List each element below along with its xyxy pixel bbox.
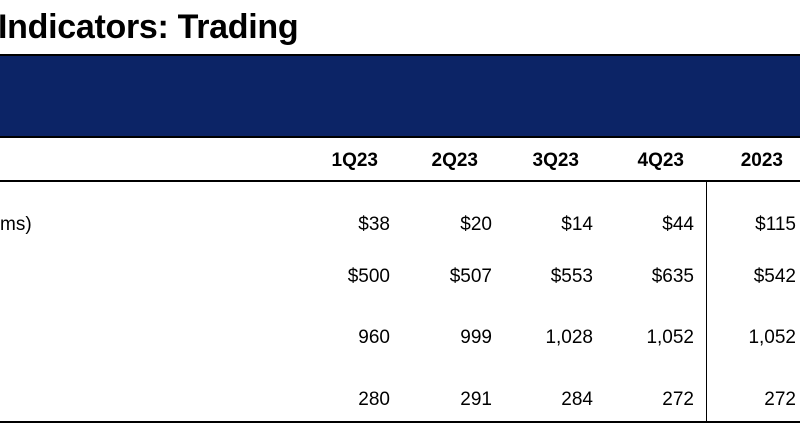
table-cell: $635 bbox=[651, 266, 694, 287]
table-cell: 1,028 bbox=[545, 327, 593, 348]
table-row: $500 $507 $553 $635 $542 bbox=[0, 266, 800, 294]
table-cell: 280 bbox=[358, 389, 390, 410]
table-row: 960 999 1,028 1,052 1,052 bbox=[0, 327, 800, 355]
table-cell: $14 bbox=[561, 214, 593, 235]
column-header-4q23: 4Q23 bbox=[637, 150, 684, 171]
table-cell: 999 bbox=[460, 327, 492, 348]
top-divider bbox=[0, 54, 800, 56]
column-header-2023: 2023 bbox=[740, 150, 783, 171]
banner-divider bbox=[0, 136, 800, 138]
table-cell: 1,052 bbox=[748, 327, 796, 348]
table-cell: $44 bbox=[662, 214, 694, 235]
table-row: 280 291 284 272 272 bbox=[0, 389, 800, 417]
table-row: ms) $38 $20 $14 $44 $115 bbox=[0, 214, 800, 242]
annual-column-divider bbox=[706, 181, 707, 421]
table-cell: 272 bbox=[764, 389, 796, 410]
bottom-divider bbox=[0, 421, 800, 423]
table-cell: 1,052 bbox=[646, 327, 694, 348]
row-label: ms) bbox=[0, 214, 32, 235]
table-cell: $553 bbox=[550, 266, 593, 287]
header-divider bbox=[0, 180, 800, 182]
page-title: Indicators: Trading bbox=[0, 8, 299, 46]
table-cell: 272 bbox=[662, 389, 694, 410]
column-header-row: 1Q23 2Q23 3Q23 4Q23 2023 bbox=[0, 150, 800, 180]
table-cell: $115 bbox=[755, 214, 796, 235]
table-cell: $500 bbox=[347, 266, 390, 287]
table-cell: $507 bbox=[449, 266, 492, 287]
column-header-2q23: 2Q23 bbox=[431, 150, 478, 171]
table-cell: 960 bbox=[358, 327, 390, 348]
table-cell: 284 bbox=[561, 389, 593, 410]
header-banner bbox=[0, 56, 800, 136]
table-cell: $20 bbox=[460, 214, 492, 235]
table-cell: 291 bbox=[460, 389, 492, 410]
table-cell: $542 bbox=[753, 266, 796, 287]
table-cell: $38 bbox=[358, 214, 390, 235]
column-header-3q23: 3Q23 bbox=[532, 150, 579, 171]
column-header-1q23: 1Q23 bbox=[331, 150, 378, 171]
